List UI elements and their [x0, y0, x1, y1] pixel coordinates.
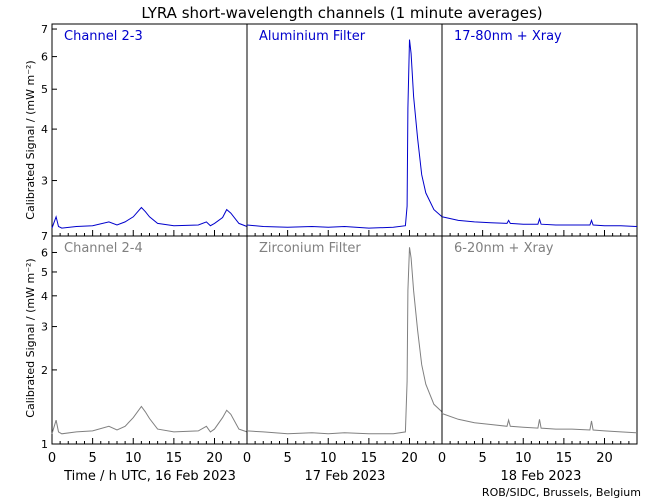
x-tick-label-1-2: 10 — [320, 451, 337, 466]
y-tick-label-bottom-6: 7 — [41, 230, 48, 243]
y-tick-label-top-4: 7 — [41, 23, 48, 36]
series-line-bottom-2 — [441, 413, 638, 434]
chart-title: LYRA short-wavelength channels (1 minute… — [141, 4, 542, 22]
y-tick-label-bottom-3: 4 — [41, 290, 48, 303]
panel-label-bottom-0: Channel 2-4 — [64, 241, 143, 256]
plot-layer: 3 4 5 6 7 Channel 2-3 Aluminium Filter 17-80nm … — [41, 23, 638, 466]
panel-frame-top-2 — [441, 23, 638, 237]
x-tick-label-2-3: 15 — [556, 451, 573, 466]
x-tick-label-0-3: 15 — [166, 451, 183, 466]
day-label-17feb: 17 Feb 2023 — [305, 469, 386, 484]
y-tick-label-top-3: 6 — [41, 51, 48, 64]
y-tick-label-top-2: 5 — [41, 83, 48, 96]
x-tick-label-1-3: 15 — [361, 451, 378, 466]
x-tick-label-2-0: 0 — [438, 451, 446, 466]
y-axis-label-bottom: Calibrated Signal / (mW m⁻²) — [24, 258, 37, 417]
y-tick-label-bottom-5: 6 — [41, 246, 48, 259]
x-tick-label-1-1: 5 — [283, 451, 291, 466]
day-label-18feb: 18 Feb 2023 — [501, 469, 582, 484]
x-tick-label-2-2: 10 — [515, 451, 532, 466]
series-line-top-0 — [51, 206, 248, 229]
panel-frame-top-1 — [246, 23, 443, 237]
x-tick-label-2-4: 20 — [596, 451, 613, 466]
x-tick-label-0-4: 20 — [206, 451, 223, 466]
panel-frame-bottom-2 — [441, 235, 638, 445]
x-tick-label-0-2: 10 — [125, 451, 142, 466]
y-tick-label-bottom-2: 3 — [41, 321, 48, 334]
panel-label-top-1: Aluminium Filter — [259, 29, 366, 44]
panel-frame-bottom-0 — [51, 235, 248, 445]
x-axis-label: Time / h UTC, 16 Feb 2023 — [63, 469, 236, 484]
x-tick-label-1-4: 20 — [401, 451, 418, 466]
series-line-bottom-1 — [246, 247, 443, 435]
x-tick-label-0-0: 0 — [48, 451, 56, 466]
series-line-bottom-0 — [51, 405, 248, 435]
y-axis-label-top: Calibrated Signal / (mW m⁻²) — [24, 60, 37, 219]
y-tick-label-bottom-4: 5 — [41, 266, 48, 279]
panel-label-top-2: 17-80nm + Xray — [454, 29, 562, 44]
y-tick-label-top-1: 4 — [41, 123, 48, 136]
panel-frame-top-0 — [51, 23, 248, 237]
panel-label-bottom-2: 6-20nm + Xray — [454, 241, 554, 256]
x-tick-label-2-1: 5 — [478, 451, 486, 466]
panel-label-top-0: Channel 2-3 — [64, 29, 143, 44]
y-tick-label-top-0: 3 — [41, 175, 48, 188]
panel-frame-bottom-1 — [246, 235, 443, 445]
y-tick-label-bottom-1: 2 — [41, 364, 48, 377]
series-line-top-2 — [441, 216, 638, 227]
credit-text: ROB/SIDC, Brussels, Belgium — [482, 486, 641, 499]
panel-label-bottom-1: Zirconium Filter — [259, 241, 361, 256]
y-tick-label-bottom-0: 1 — [41, 438, 48, 451]
series-line-top-1 — [246, 39, 443, 229]
x-tick-label-1-0: 0 — [243, 451, 251, 466]
x-tick-label-0-1: 5 — [88, 451, 96, 466]
